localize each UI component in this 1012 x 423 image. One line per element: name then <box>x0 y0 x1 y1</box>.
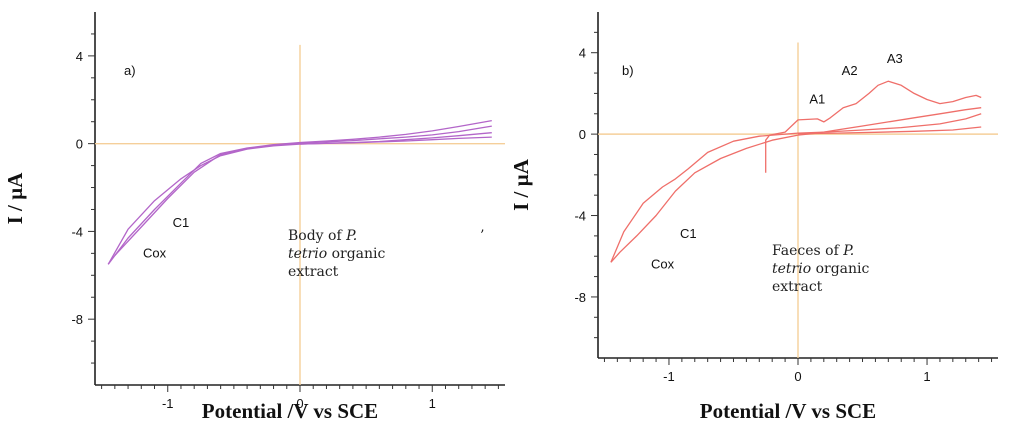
peak-annotation: C1 <box>173 215 190 230</box>
series-line <box>610 107 982 263</box>
y-tick-label: -8 <box>574 290 586 305</box>
panel-label: a) <box>124 63 136 78</box>
series-line <box>765 80 982 173</box>
stray-mark: ’ <box>480 228 484 244</box>
panel-a: -1 0 1 4 0 -4 -8 I / µA Potential /V vs SCE a) C1 C… <box>3 12 505 423</box>
x-tick-label: 1 <box>923 369 930 384</box>
y-axis-label: I / µA <box>3 172 27 225</box>
series-line <box>797 126 982 135</box>
caption-italic: tetrio <box>288 246 327 262</box>
x-tick-label: -1 <box>663 369 675 384</box>
peak-annotation: Cox <box>651 256 675 271</box>
caption-text: organic <box>811 261 869 277</box>
sample-caption-line-3: extract <box>288 264 339 280</box>
y-tick-label: 4 <box>76 49 83 64</box>
caption-text: organic <box>327 246 385 262</box>
peak-annotation: C1 <box>680 226 697 241</box>
caption-text: Body of <box>288 228 346 244</box>
sample-caption-line-2: tetrio organic <box>772 261 870 277</box>
sample-caption-line-2: tetrio organic <box>288 246 386 262</box>
y-tick-label: 0 <box>76 137 83 152</box>
caption-text: Faeces of <box>772 243 843 259</box>
x-axis-label: Potential /V vs SCE <box>700 399 876 423</box>
peak-annotation: A3 <box>887 51 903 66</box>
x-tick-label: 0 <box>794 369 801 384</box>
series-line <box>114 125 492 256</box>
x-tick-label: -1 <box>162 396 174 411</box>
sample-caption-line-3: extract <box>772 279 823 295</box>
series-line <box>107 119 492 265</box>
x-tick-label: 0 <box>296 396 303 411</box>
caption-italic: P. <box>345 228 357 244</box>
sample-caption-line-1: Body of P. <box>288 228 357 244</box>
panel-label: b) <box>622 63 634 78</box>
x-tick-label: 1 <box>429 396 436 411</box>
peak-annotation: A1 <box>809 92 825 107</box>
peak-annotation: A2 <box>842 63 858 78</box>
caption-italic: P. <box>842 243 854 259</box>
panel-b: -1 0 1 4 0 -4 -8 I / µA Potential /V vs SCE b) A1 A… <box>509 12 998 423</box>
caption-italic: tetrio <box>772 261 811 277</box>
y-tick-label: 4 <box>579 46 586 61</box>
series-line <box>299 136 492 145</box>
y-tick-label: -4 <box>71 224 83 239</box>
series-line <box>610 113 982 263</box>
y-tick-label: 0 <box>579 127 586 142</box>
x-axis-label: Potential /V vs SCE <box>202 399 378 423</box>
sample-caption-line-1: Faeces of P. <box>772 243 854 259</box>
y-tick-label: -4 <box>574 209 586 224</box>
y-axis-label: I / µA <box>509 158 533 211</box>
peak-annotation: Cox <box>143 246 167 261</box>
y-tick-label: -8 <box>71 312 83 327</box>
